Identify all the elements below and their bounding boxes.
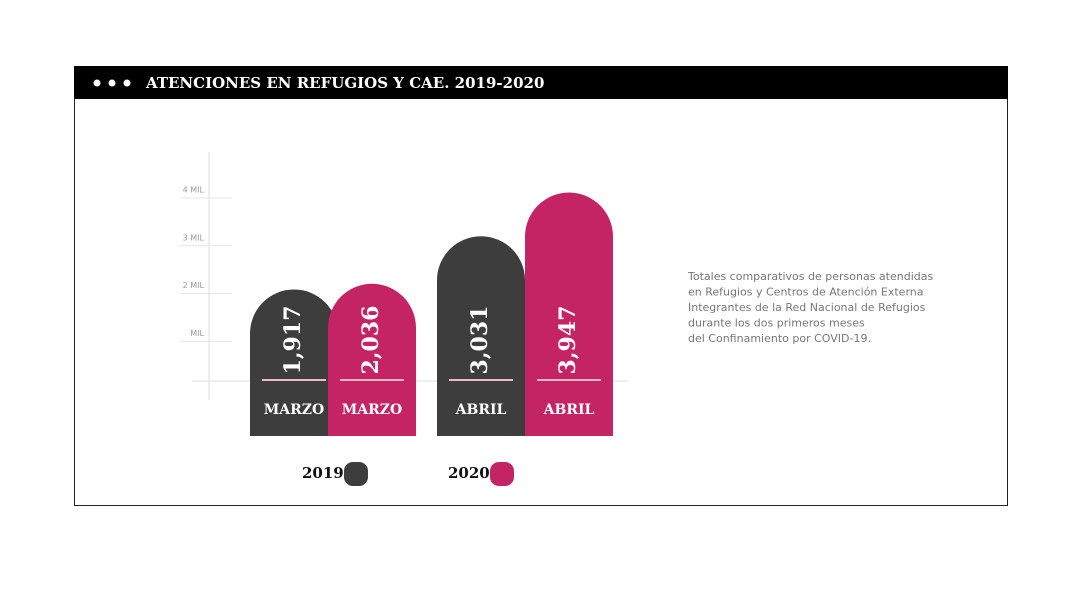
- x-tick-label: ABRIL: [455, 402, 507, 418]
- legend-swatch: [344, 462, 368, 486]
- y-tick-label: MIL: [190, 329, 204, 338]
- description-line: Totales comparativos de personas atendid…: [687, 270, 933, 283]
- window-header: [74, 66, 1008, 99]
- legend-swatch: [490, 462, 514, 486]
- bar: [525, 192, 613, 436]
- legend-label: 2019: [302, 464, 344, 482]
- description-line: en Refugios y Centros de Atención Extern…: [688, 286, 924, 299]
- legend-label: 2020: [448, 464, 490, 482]
- x-tick-label: ABRIL: [543, 402, 595, 418]
- description-line: Integrantes de la Red Nacional de Refugi…: [688, 301, 926, 314]
- value-label: 1,917: [280, 306, 306, 375]
- value-label: 2,036: [358, 306, 384, 375]
- bar: [328, 283, 416, 436]
- y-tick-label: 4 MIL: [183, 186, 205, 195]
- y-tick-label: 3 MIL: [183, 233, 205, 242]
- description-line: durante los dos primeros meses: [688, 317, 865, 330]
- bar: [437, 236, 525, 436]
- value-label: 3,031: [467, 306, 493, 375]
- description-line: del Confinamiento por COVID-19.: [688, 332, 871, 345]
- bar: [250, 289, 338, 436]
- chart-title: ATENCIONES EN REFUGIOS Y CAE. 2019-2020: [145, 74, 544, 92]
- x-tick-label: MARZO: [342, 402, 402, 418]
- x-tick-label: MARZO: [264, 402, 324, 418]
- value-label: 3,947: [555, 306, 581, 375]
- window-dot: [123, 79, 131, 87]
- y-tick-label: 2 MIL: [183, 281, 205, 290]
- window-dot: [108, 79, 116, 87]
- window-dot: [93, 79, 101, 87]
